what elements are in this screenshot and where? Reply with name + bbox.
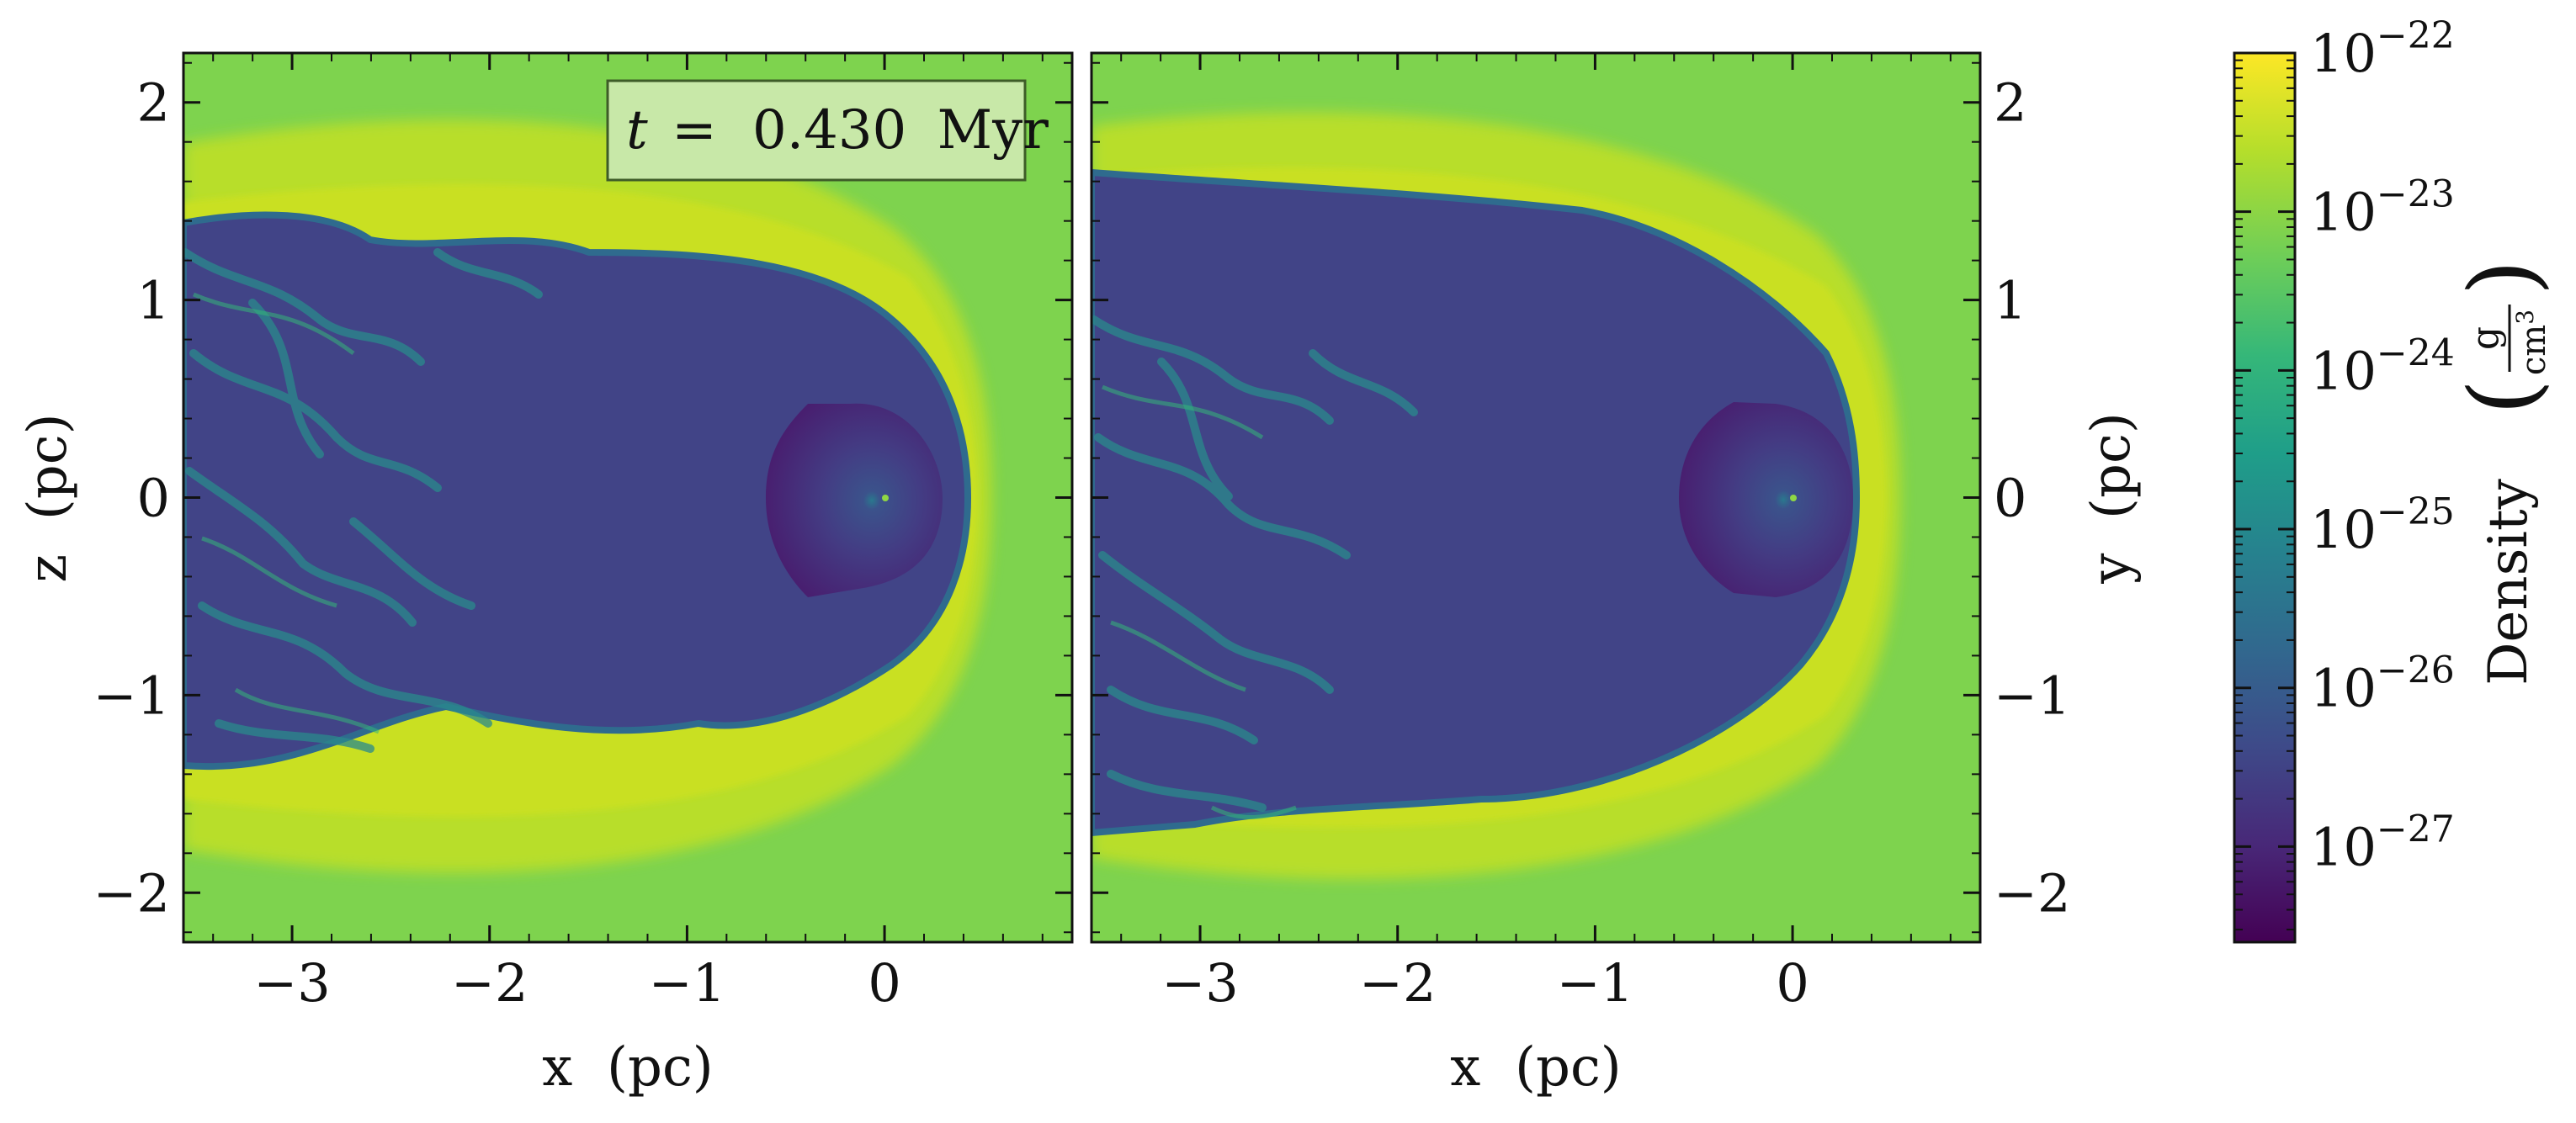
colorbar-paren-close: ) — [2449, 260, 2557, 296]
colorbar-tick-label: 10−24 — [2310, 331, 2455, 401]
time-unit: Myr — [937, 99, 1049, 162]
right-x-tick-label: −1 — [1557, 952, 1633, 1014]
colorbar-tick-base: 10 — [2310, 658, 2377, 719]
colorbar-tick-base: 10 — [2310, 816, 2377, 877]
left-y-tick-label: −2 — [93, 862, 170, 924]
right-x-tick-label: −2 — [1359, 952, 1436, 1014]
colorbar-tick-exponent: −23 — [2377, 173, 2455, 216]
colorbar-tick-exponent: −25 — [2377, 490, 2455, 533]
left-y-tick-label: −1 — [93, 665, 170, 726]
colorbar-tick-label: 10−25 — [2310, 490, 2455, 560]
colorbar-gradient — [2233, 51, 2297, 944]
colorbar-tick-label: 10−23 — [2310, 173, 2455, 243]
left-x-tick-label: −2 — [451, 952, 528, 1014]
colorbar-unit-den-exp: 3 — [2511, 310, 2539, 325]
left-axes: −3 −2 −1 0 −2 −1 0 1 2 — [93, 53, 1072, 1014]
left-x-tick-label: 0 — [868, 952, 900, 1014]
time-variable: t — [626, 99, 648, 162]
left-density-map — [182, 51, 1074, 944]
left-y-tick-label: 0 — [137, 468, 170, 529]
colorbar-tick-label: 10−27 — [2310, 808, 2455, 877]
colorbar-unit-num: g — [2464, 326, 2507, 350]
left-y-tick-label: 1 — [137, 270, 170, 331]
left-y-tick-label: 2 — [137, 72, 170, 134]
colorbar-title: Density ( g cm3 ) — [2449, 260, 2557, 686]
colorbar-tick-exponent: −26 — [2377, 649, 2455, 692]
time-value: 0.430 — [752, 99, 906, 162]
colorbar-tick-base: 10 — [2310, 340, 2377, 401]
left-ylabel: z (pc) — [17, 413, 79, 582]
right-axes: −3 −2 −1 0 −2 −1 0 1 2 — [1091, 53, 2070, 1014]
colorbar-tick-exponent: −27 — [2377, 808, 2455, 850]
right-y-tick-label: −2 — [1994, 862, 2070, 924]
colorbar-tick-label: 10−22 — [2310, 14, 2455, 84]
right-y-tick-label: 1 — [1994, 270, 2026, 331]
colorbar-tick-exponent: −24 — [2377, 331, 2455, 374]
time-equals: = — [672, 99, 717, 162]
right-x-tick-label: −3 — [1161, 952, 1238, 1014]
right-x-tick-label: 0 — [1776, 952, 1809, 1014]
right-y-tick-label: 0 — [1994, 468, 2026, 529]
right-ylabel: y (pc) — [2080, 412, 2143, 585]
svg-text:t = 0.430 My: t = 0.430 Myr — [626, 99, 1049, 162]
colorbar-tick-base: 10 — [2310, 499, 2377, 560]
colorbar-tick-base: 10 — [2310, 182, 2377, 243]
right-density-field — [1091, 53, 1980, 942]
colorbar-unit-den-base: cm — [2515, 325, 2553, 375]
right-xlabel: x (pc) — [1450, 1036, 1622, 1099]
time-annotation: t = 0.430 Myr — [606, 79, 1049, 182]
left-x-tick-label: −3 — [253, 952, 330, 1014]
right-y-tick-label: 2 — [1994, 72, 2026, 134]
left-density-field — [183, 53, 1072, 942]
colorbar-unit-den: cm3 — [2511, 310, 2553, 375]
colorbar-tick-label: 10−26 — [2310, 649, 2455, 719]
left-xlabel: x (pc) — [542, 1036, 714, 1099]
colorbar-tick-exponent: −22 — [2377, 14, 2455, 57]
left-x-tick-label: −1 — [649, 952, 725, 1014]
colorbar-tick-base: 10 — [2310, 23, 2377, 84]
right-y-tick-label: −1 — [1994, 665, 2070, 726]
right-density-map — [1090, 51, 1982, 944]
colorbar-paren-open: ( — [2449, 379, 2557, 416]
colorbar-label: Density — [2478, 479, 2540, 686]
